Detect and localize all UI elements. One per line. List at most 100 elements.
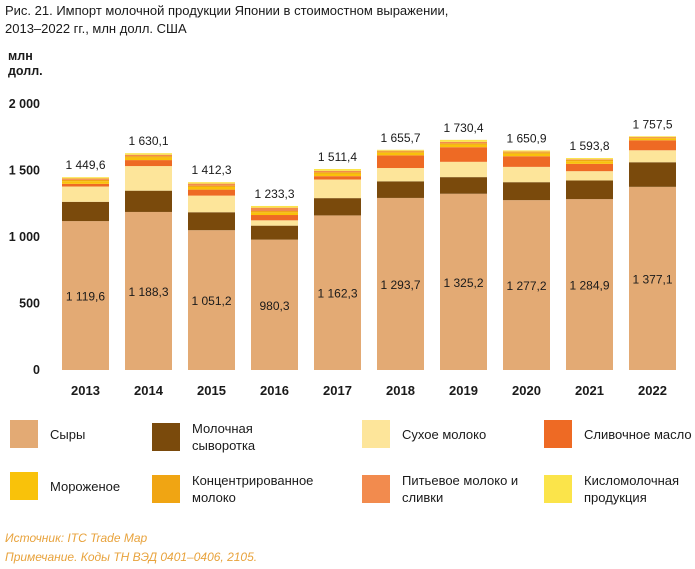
bar-segment — [188, 183, 235, 186]
data-label: 1 162,3 — [317, 287, 357, 301]
bar-segment — [62, 183, 109, 187]
bar-segment — [566, 158, 613, 160]
bar-segment — [314, 173, 361, 177]
bar-segment — [503, 151, 550, 153]
total-label: 1 412,3 — [191, 163, 231, 177]
total-label: 1 593,8 — [569, 139, 609, 153]
bar-segment — [503, 200, 550, 370]
bar-segment — [188, 182, 235, 184]
bar-segment — [125, 157, 172, 161]
bar-segment — [440, 143, 487, 145]
bar-segment — [314, 172, 361, 174]
legend-label: Сливочное масло — [584, 426, 692, 442]
legend-item: Сухое молоко — [362, 420, 532, 448]
bar-segment — [503, 150, 550, 152]
bar-segment — [440, 147, 487, 162]
bar-segment — [125, 166, 172, 191]
bar-segment — [188, 230, 235, 370]
total-label: 1 233,3 — [254, 187, 294, 201]
bar-segment — [566, 199, 613, 370]
x-tick-label: 2019 — [449, 383, 478, 398]
legend-item: Мороженое — [10, 472, 150, 500]
bar-segment — [566, 163, 613, 172]
bar-segment — [629, 136, 676, 137]
bar-segment — [251, 211, 298, 213]
bar-segment — [629, 150, 676, 163]
y-tick-label: 1 000 — [9, 230, 40, 244]
bar-segment — [377, 152, 424, 156]
y-tick-label: 2 000 — [9, 97, 40, 111]
bar-segment — [503, 182, 550, 201]
bar-segment — [314, 176, 361, 180]
legend-label: Молочная сыворотка — [192, 421, 256, 453]
bar-segment — [62, 181, 109, 184]
bar-segment — [440, 161, 487, 178]
chart-title-line2: 2013–2022 гг., млн долл. США — [5, 21, 187, 36]
data-label: 980,3 — [259, 299, 289, 313]
y-tick-label: 0 — [33, 363, 40, 377]
bar-segment — [62, 178, 109, 180]
bar-segment — [125, 154, 172, 157]
bar-segment — [377, 150, 424, 152]
bar-segment — [314, 215, 361, 370]
x-tick-label: 2013 — [71, 383, 100, 398]
data-label: 1 119,6 — [66, 290, 105, 304]
bar-segment — [440, 139, 487, 142]
x-tick-label: 2020 — [512, 383, 541, 398]
bar-segment — [251, 220, 298, 226]
legend-swatch — [362, 420, 390, 448]
bar-segment — [251, 239, 298, 370]
legend-label: Концентрированное молоко — [192, 473, 314, 505]
bar-segment — [251, 225, 298, 240]
bar-segment — [566, 159, 613, 162]
source-text: Источник: ITC Trade Map — [5, 531, 148, 545]
data-label: 1 377,1 — [632, 272, 672, 286]
y-axis-label: млн долл. — [8, 49, 43, 78]
x-tick-label: 2017 — [323, 383, 352, 398]
data-label: 1 325,2 — [443, 276, 483, 290]
bar-segment — [188, 185, 235, 187]
x-tick-label: 2015 — [197, 383, 226, 398]
bar-segment — [314, 198, 361, 216]
bar-segment — [314, 170, 361, 173]
legend: Сыры Молочная сыворотка Сухое молоко Сливоч… — [0, 408, 695, 518]
bar-segment — [629, 136, 676, 138]
legend-swatch — [10, 420, 38, 448]
data-label: 1 277,2 — [506, 279, 546, 293]
total-label: 1 730,4 — [443, 121, 483, 135]
bar-segment — [125, 156, 172, 158]
bar-segment — [188, 195, 235, 213]
bar-segment — [377, 149, 424, 151]
total-label: 1 511,4 — [318, 150, 357, 164]
x-tick-label: 2014 — [134, 383, 164, 398]
bar-segment — [440, 141, 487, 144]
legend-label: Питьевое молоко и сливки — [402, 473, 519, 505]
total-label: 1 449,6 — [65, 158, 105, 172]
legend-label: Кисломолочная продукция — [584, 473, 680, 505]
bar-segment — [188, 186, 235, 190]
bar-segment — [566, 161, 613, 164]
data-label: 1 284,9 — [569, 279, 609, 293]
bar-segment — [251, 212, 298, 216]
legend-swatch — [152, 423, 180, 451]
bar-segment — [566, 159, 613, 160]
total-label: 1 757,5 — [632, 117, 672, 131]
legend-label: Сыры — [50, 426, 86, 442]
bar-segment — [188, 189, 235, 196]
bar-segment — [62, 201, 109, 222]
bar-segment — [377, 181, 424, 198]
y-tick-label: 1 500 — [9, 164, 40, 178]
x-tick-label: 2021 — [575, 383, 604, 398]
bar-segment — [314, 168, 361, 171]
bar-segment — [62, 179, 109, 182]
legend-swatch — [544, 475, 572, 503]
data-label: 1 293,7 — [380, 278, 420, 292]
bar-segment — [125, 211, 172, 370]
bar-segment — [629, 138, 676, 141]
x-tick-label: 2022 — [638, 383, 667, 398]
bar-segment — [503, 152, 550, 154]
legend-label: Мороженое — [50, 478, 121, 494]
legend-item: Молочная сыворотка — [152, 420, 302, 454]
stacked-bar-chart: млн долл. 0 500 1 000 1 500 2 000 1 119,6 1 44… — [8, 49, 676, 398]
bar-segment — [251, 205, 298, 208]
